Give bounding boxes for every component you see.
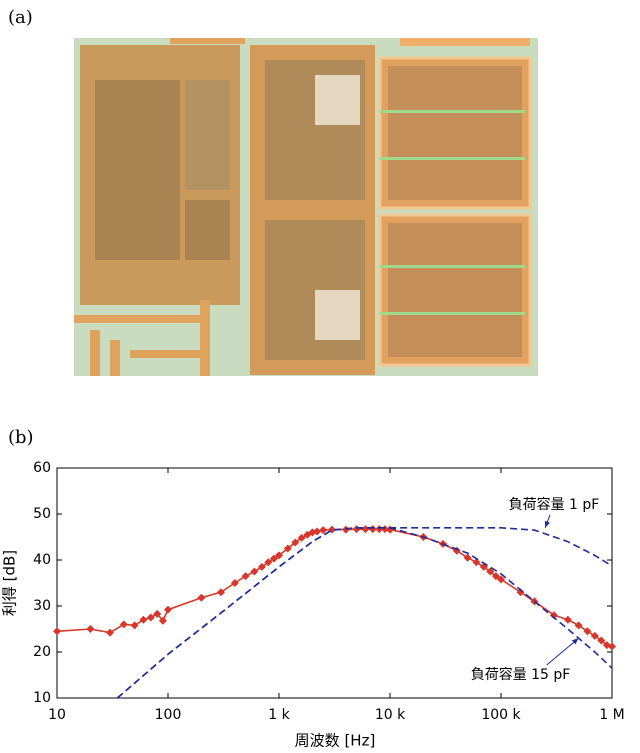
data-point xyxy=(197,594,205,602)
series-line xyxy=(57,529,612,646)
data-point xyxy=(53,627,61,635)
panel-label: (b) xyxy=(8,427,34,448)
y-tick-label: 10 xyxy=(33,690,51,706)
panel-label: (a) xyxy=(8,7,33,28)
x-axis-title: 周波数 [Hz] xyxy=(295,732,376,750)
data-point xyxy=(386,526,394,534)
data-point xyxy=(86,625,94,633)
data-point xyxy=(250,568,258,576)
y-axis-title: 利得 [dB] xyxy=(1,550,19,616)
data-point xyxy=(564,616,572,624)
data-point xyxy=(120,620,128,628)
x-tick-label: 10 xyxy=(48,707,66,723)
y-tick-label: 40 xyxy=(33,552,51,568)
arrow-head xyxy=(545,521,550,528)
x-tick-label: 1 M xyxy=(599,707,624,723)
y-tick-label: 50 xyxy=(33,506,51,522)
figure-svg: (a) (b) 周波数 [Hz] 利得 [dB] 10 20 30 40 50 60 10 1… xyxy=(0,0,640,753)
y-tick-label: 20 xyxy=(33,644,51,660)
data-point xyxy=(242,572,250,580)
data-point xyxy=(131,621,139,629)
data-point xyxy=(361,525,369,533)
data-point xyxy=(342,526,350,534)
data-point xyxy=(464,554,472,562)
data-point xyxy=(139,616,147,624)
chip-micrograph xyxy=(74,38,538,376)
x-tick-label: 100 k xyxy=(481,707,521,723)
data-point xyxy=(106,629,114,637)
figure: (a) (b) 周波数 [Hz] 利得 [dB] 10 20 30 40 50 60 10 1… xyxy=(0,0,640,753)
data-point xyxy=(147,614,155,622)
y-tick-label: 60 xyxy=(33,460,51,476)
annotation: 負荷容量 15 pF xyxy=(471,666,571,683)
x-tick-label: 100 xyxy=(155,707,182,723)
x-tick-label: 10 k xyxy=(375,707,406,723)
data-point xyxy=(472,558,480,566)
data-point xyxy=(164,606,172,614)
x-tick-label: 1 k xyxy=(268,707,290,723)
data-point xyxy=(353,525,361,533)
y-tick-label: 30 xyxy=(33,598,51,614)
annotation: 負荷容量 1 pF xyxy=(509,496,600,513)
